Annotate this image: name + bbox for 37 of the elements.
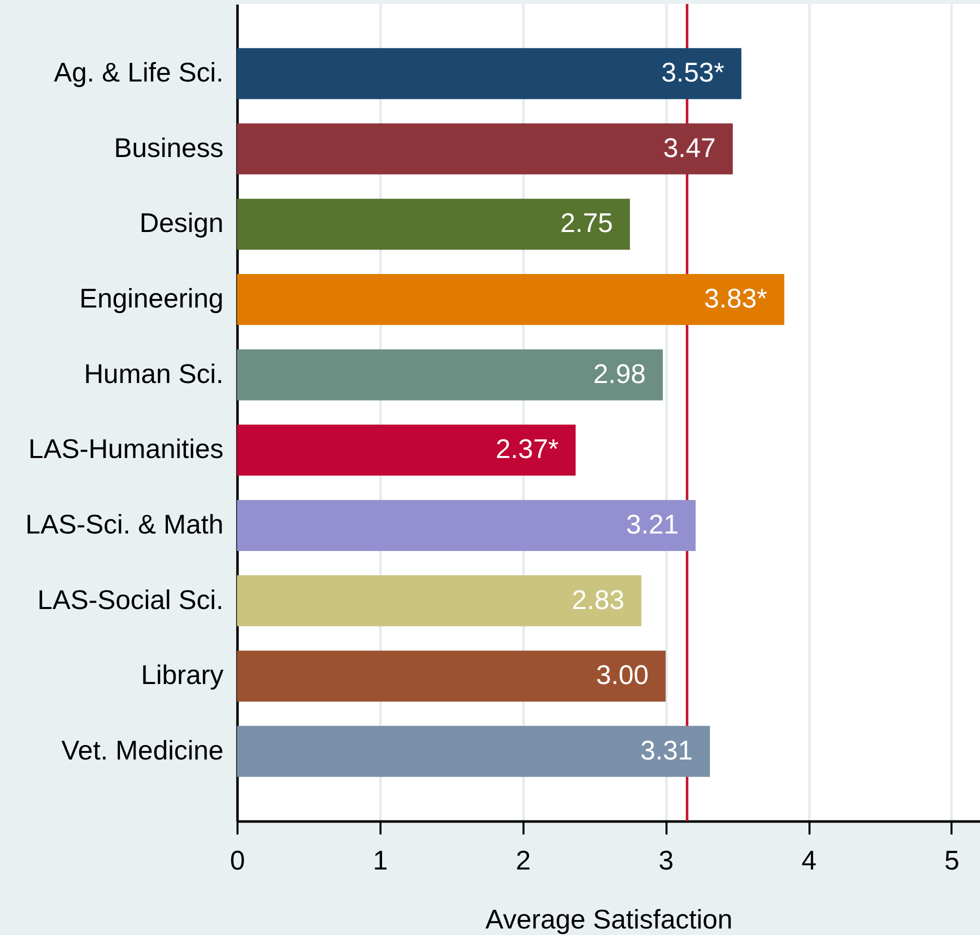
data-label: 2.83	[572, 584, 624, 615]
bar	[237, 349, 663, 400]
bar	[237, 500, 696, 551]
data-label: 2.98	[593, 358, 646, 389]
data-label: 3.21	[626, 509, 679, 540]
x-tick-label: 4	[802, 846, 817, 876]
y-tick-label: Business	[114, 132, 224, 163]
x-tick-label: 2	[516, 846, 531, 876]
bar	[237, 48, 742, 100]
data-label: 3.53*	[661, 58, 725, 88]
y-tick-label: LAS-Social Sci.	[37, 584, 224, 615]
x-tick-label: 3	[658, 846, 674, 876]
x-tick-label: 1	[372, 846, 388, 876]
data-label: 2.37*	[496, 434, 560, 464]
y-tick-label: Design	[139, 208, 224, 238]
y-tick-label: Ag. & Life Sci.	[54, 58, 224, 88]
bar	[237, 726, 710, 777]
y-tick-label: LAS-Humanities	[28, 434, 224, 464]
data-label: 3.83*	[704, 284, 768, 314]
data-label: 3.47	[663, 132, 716, 163]
x-axis-title: Average Satisfaction	[485, 904, 733, 934]
y-tick-label: Vet. Medicine	[61, 735, 224, 766]
y-tick-label: Engineering	[79, 284, 224, 314]
bar	[237, 274, 784, 326]
bar	[237, 650, 666, 702]
data-label: 2.75	[560, 208, 613, 238]
y-tick-label: Library	[140, 660, 224, 690]
x-tick-label: 5	[944, 846, 960, 876]
bar	[237, 424, 576, 476]
data-label: 3.00	[596, 660, 649, 690]
data-label: 3.31	[640, 735, 693, 766]
x-tick-label: 0	[230, 846, 246, 876]
y-tick-label: Human Sci.	[84, 358, 224, 389]
y-tick-label: LAS-Sci. & Math	[25, 509, 224, 540]
bar	[237, 123, 733, 174]
bar	[237, 575, 642, 626]
bar	[237, 198, 630, 250]
